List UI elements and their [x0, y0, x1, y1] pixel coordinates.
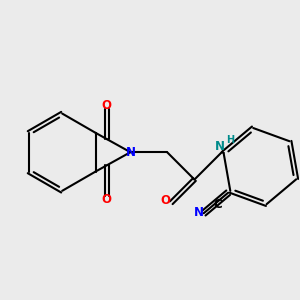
Text: O: O: [101, 193, 111, 206]
Text: C: C: [214, 198, 223, 211]
Text: N: N: [194, 206, 203, 219]
Text: O: O: [160, 194, 170, 208]
Text: H: H: [226, 135, 235, 145]
Text: O: O: [101, 99, 111, 112]
Text: N: N: [215, 140, 225, 152]
Text: N: N: [126, 146, 136, 159]
